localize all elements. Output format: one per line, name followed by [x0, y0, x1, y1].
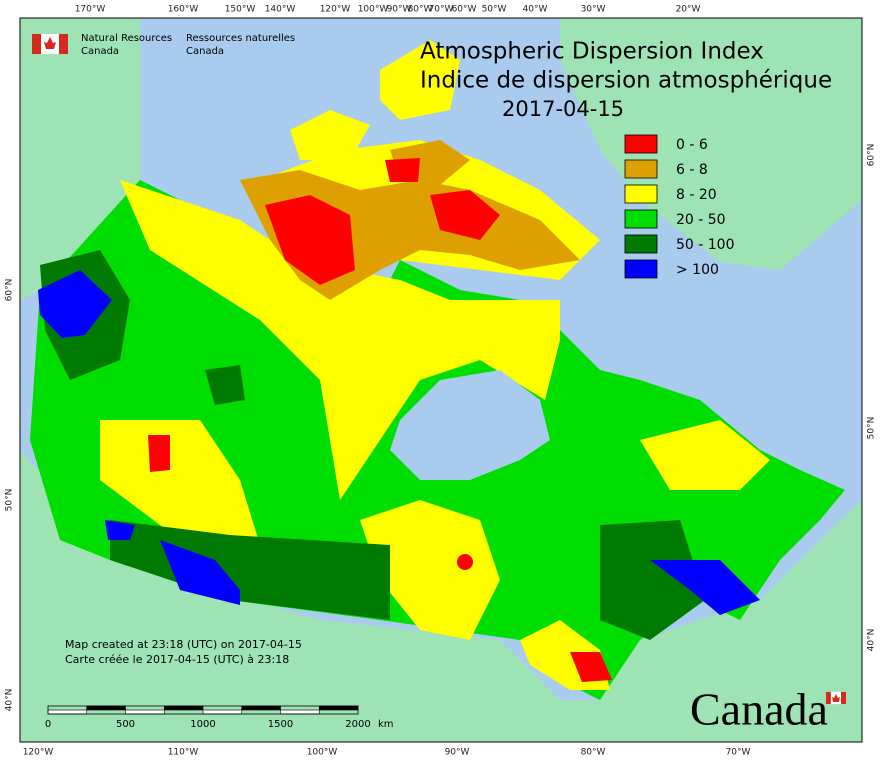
hudson-bay — [390, 370, 550, 480]
longitude-label: 60°W — [452, 5, 477, 15]
wordmark: Canada — [690, 684, 828, 735]
legend-label: 8 - 20 — [676, 187, 717, 203]
scale-segment — [241, 705, 281, 711]
legend-label: 50 - 100 — [676, 237, 735, 253]
longitude-label: 70°W — [429, 5, 454, 15]
longitude-label: 90°W — [445, 748, 470, 758]
longitude-label: 170°W — [75, 5, 106, 15]
longitude-label: 100°W — [358, 5, 389, 15]
longitude-label: 120°W — [320, 5, 351, 15]
scale-outline — [47, 705, 359, 715]
legend-swatch — [624, 159, 658, 179]
legend-swatch — [624, 184, 658, 204]
longitude-label: 100°W — [307, 748, 338, 758]
scale-segment — [202, 709, 243, 715]
legend-label: 20 - 50 — [676, 212, 726, 228]
longitude-label: 150°W — [225, 5, 256, 15]
neighbouring-land — [20, 18, 862, 742]
agency-fr: Ressources naturelles — [186, 33, 295, 44]
longitude-label: 20°W — [676, 5, 701, 15]
legend-swatch — [624, 259, 658, 279]
agency-en: Canada — [81, 46, 119, 57]
latitude-label: 60°N — [5, 279, 15, 302]
scale-label: 500 — [116, 719, 135, 730]
legend-label: > 100 — [676, 262, 719, 278]
legend-label: 0 - 6 — [676, 137, 708, 153]
nrcan-signature: Natural Resources Canada Ressources natu… — [32, 33, 295, 57]
legend-label: 6 - 8 — [676, 162, 708, 178]
longitude-label: 90°W — [387, 5, 412, 15]
map-date: 2017-04-15 — [502, 97, 624, 121]
scale-segment — [280, 709, 320, 715]
agency-en: Natural Resources — [81, 33, 172, 44]
legend-swatch — [624, 234, 658, 254]
legend-swatch — [624, 209, 658, 229]
note: Map created at 23:18 (UTC) on 2017-04-15 — [65, 638, 302, 651]
scale-label: 1500 — [268, 719, 293, 730]
agency-fr: Canada — [186, 46, 224, 57]
longitude-label: 80°W — [408, 5, 433, 15]
scale-bar: 0 500 1000 1500 2000 km — [45, 705, 394, 730]
latitude-label: 60°N — [867, 144, 877, 167]
latitude-label: 40°N — [5, 689, 15, 712]
longitude-label: 80°W — [581, 748, 606, 758]
scale-segment — [47, 709, 88, 715]
longitude-label: 120°W — [23, 748, 54, 758]
title-fr: Indice de dispersion atmosphérique — [420, 68, 832, 94]
longitude-label: 160°W — [168, 5, 199, 15]
longitude-label: 70°W — [726, 748, 751, 758]
legend: 0 - 6 6 - 8 8 - 20 20 - 50 50 - 100 > 100 — [624, 134, 735, 279]
scale-segment — [163, 705, 204, 711]
longitude-label: 40°W — [523, 5, 548, 15]
latitude-label: 50°N — [5, 489, 15, 512]
latitude-label: 40°N — [867, 629, 877, 652]
scale-segment — [86, 705, 126, 711]
longitude-label: 30°W — [581, 5, 606, 15]
scale-segment — [318, 705, 359, 711]
scale-segment — [125, 709, 165, 715]
canada-wordmark: Canada — [690, 684, 846, 735]
legend-swatch — [624, 134, 658, 154]
scale-unit: km — [378, 719, 394, 730]
latitude-label: 50°N — [867, 417, 877, 440]
title-en: Atmospheric Dispersion Index — [420, 39, 764, 65]
scale-label: 0 — [45, 719, 51, 730]
longitude-label: 110°W — [168, 748, 199, 758]
note: Carte créée le 2017-04-15 (UTC) à 23:18 — [65, 653, 289, 666]
frame — [19, 17, 863, 743]
scale-label: 1000 — [190, 719, 215, 730]
longitude-label: 50°W — [482, 5, 507, 15]
longitude-label: 140°W — [265, 5, 296, 15]
scale-label: 2000 — [345, 719, 370, 730]
graticule-labels: 170°W 160°W 150°W 140°W 120°W 100°W90°W80°W70… — [5, 5, 877, 758]
